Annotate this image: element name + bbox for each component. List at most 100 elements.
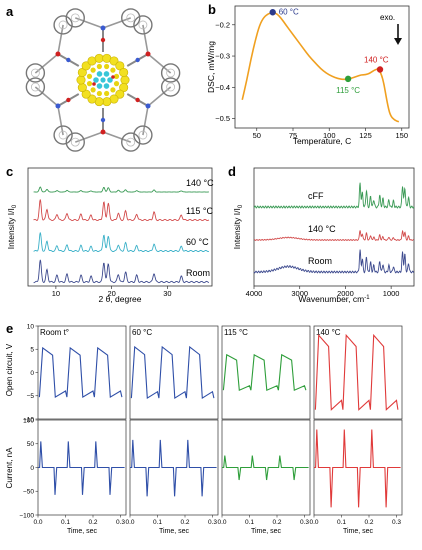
- dsc-peak-marker: [269, 9, 276, 16]
- xrd-pattern-line: [33, 232, 209, 252]
- ir-series-labels: Room 140 °C cFF: [308, 191, 336, 266]
- ir-spectrum-line: [253, 229, 414, 241]
- current-trace: [130, 439, 217, 497]
- electrical-column: 140 °C 0.0 0.1 0.2 0.3 Time, sec: [309, 325, 403, 535]
- column-label: 60 °C: [132, 328, 152, 337]
- dsc-peak-marker: [376, 66, 384, 73]
- time-tick-label: 0.2: [88, 519, 97, 526]
- time-axis-label: Time, sec: [159, 528, 190, 535]
- time-axis-label: Time, sec: [251, 528, 282, 535]
- voltage-tick-label: 0: [30, 370, 34, 377]
- ir-plot-frame: [253, 167, 415, 287]
- time-tick-label: 0.0: [309, 519, 318, 526]
- current-tick-label: 0: [30, 465, 34, 472]
- phenyl-ring: [133, 125, 153, 145]
- current-trace: [222, 455, 309, 481]
- ir-series-label: Room: [308, 256, 332, 266]
- phenyl-ring: [65, 132, 85, 152]
- xrd-series-label: 115 °C: [186, 206, 213, 216]
- phenyl-ring: [25, 77, 46, 97]
- xrd-x-tick-label: 30: [163, 289, 171, 298]
- time-tick-label: 0.3: [392, 519, 401, 526]
- current-tick-label: 100: [23, 417, 34, 424]
- dsc-y-tick-label: −0.3: [215, 52, 230, 61]
- ir-x-axis-label: Wavenumber, cm-1: [298, 294, 370, 304]
- time-tick-label: 0.1: [153, 519, 162, 526]
- current-tick-label: 50: [27, 441, 35, 448]
- xrd-plot-frame: [27, 167, 213, 287]
- xrd-series-label: 140 °C: [186, 178, 214, 188]
- xrd-patterns: [33, 186, 210, 284]
- panel-b-letter: b: [208, 2, 216, 17]
- current-tick-label: −50: [23, 489, 34, 496]
- open-circuit-frame: [221, 325, 311, 420]
- dsc-curve: [241, 11, 400, 123]
- time-tick-label: 0.2: [364, 519, 373, 526]
- dsc-peak-marker: [344, 75, 352, 83]
- time-tick-label: 0.0: [33, 519, 42, 526]
- column-label: Room t°: [40, 328, 69, 337]
- electrical-column: 60 °C 0.0 0.1 0.2 0.3 Time, sec: [125, 325, 219, 535]
- dsc-x-tick-label: 75: [289, 131, 297, 140]
- xrd-x-tick-label: 10: [52, 289, 60, 298]
- ir-series-label: 140 °C: [308, 224, 336, 234]
- ir-x-tick-label: 3000: [291, 289, 308, 298]
- panel-a: a: [6, 4, 181, 152]
- dsc-x-axis-label: Temperature, C: [293, 136, 352, 146]
- ir-ticks: 4000 3000 2000 1000: [246, 286, 400, 298]
- time-tick-label: 0.3: [208, 519, 217, 526]
- open-circuit-frame: [129, 325, 219, 420]
- xrd-pattern-line: [33, 259, 209, 284]
- dsc-x-tick-label: 125: [359, 131, 372, 140]
- open-circuit-frame: [313, 325, 403, 420]
- dsc-y-tick-label: −0.4: [215, 83, 230, 92]
- ir-y-axis-label: Intensity I/I0: [232, 204, 244, 249]
- ir-series-label: cFF: [308, 191, 324, 201]
- ir-x-tick-label: 1000: [383, 289, 400, 298]
- dsc-peak-label: 140 °C: [364, 56, 389, 65]
- phenyl-ring: [121, 132, 141, 152]
- time-tick-label: 0.0: [217, 519, 226, 526]
- time-axis-label: Time, sec: [343, 528, 374, 535]
- open-circuit-trace: [130, 345, 215, 400]
- dsc-y-axis-label: DSC, mW/mg: [206, 41, 216, 93]
- open-circuit-trace: [314, 333, 399, 411]
- ir-spectrum-line: [253, 249, 415, 274]
- panel-e-letter: e: [6, 321, 13, 336]
- dsc-peak-label: 115 °C: [336, 86, 360, 95]
- column-label: 140 °C: [316, 328, 341, 337]
- dsc-x-tick-label: 100: [323, 131, 336, 140]
- dsc-y-tick-label: −0.5: [215, 114, 230, 123]
- time-axis-label: Time, sec: [67, 528, 98, 535]
- time-tick-label: 0.3: [116, 519, 125, 526]
- voltage-tick-label: 10: [27, 323, 35, 330]
- phenyl-ring: [121, 8, 141, 28]
- time-tick-label: 0.2: [180, 519, 189, 526]
- time-tick-label: 0.1: [337, 519, 346, 526]
- exo-annotation: exo.: [380, 13, 395, 22]
- time-tick-label: 0.2: [272, 519, 281, 526]
- dsc-y-tick-label: −0.2: [215, 20, 230, 29]
- time-tick-label: 0.1: [61, 519, 70, 526]
- panel-a-letter: a: [6, 4, 14, 19]
- xrd-pattern-line: [33, 186, 209, 193]
- open-circuit-trace: [222, 353, 307, 392]
- current-trace: [38, 441, 125, 495]
- xrd-x-axis-label: 2 θ, degree: [98, 294, 141, 304]
- panel-c-letter: c: [6, 164, 13, 179]
- panel-d: d 4000 3000 2000 1000 Room 140 °C cFF Wavenum…: [228, 164, 415, 304]
- phenyl-ring: [65, 8, 85, 28]
- current-trace: [314, 429, 401, 508]
- dsc-peak-label: 60 °C: [279, 7, 299, 16]
- xrd-series-label: Room: [186, 268, 210, 278]
- time-tick-label: 0.1: [245, 519, 254, 526]
- open-circuit-y-axis-label: Open circuit, V: [5, 343, 14, 396]
- current-tick-label: −100: [19, 512, 34, 519]
- xrd-pattern-line: [33, 199, 210, 222]
- dsc-ticks: 50 75 100 125 150 −0.2 −0.3 −0.4 −0.5: [215, 20, 408, 140]
- dsc-x-tick-label: 50: [253, 131, 261, 140]
- dsc-markers: 60 °C 115 °C 140 °C: [269, 7, 389, 95]
